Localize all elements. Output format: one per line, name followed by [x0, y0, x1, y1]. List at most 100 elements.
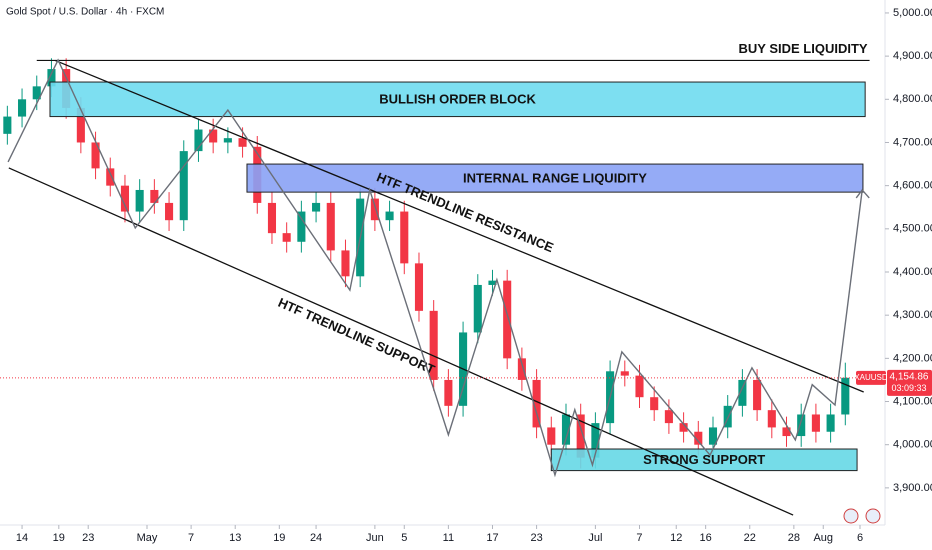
- x-tick-label: 7: [636, 532, 642, 544]
- zone-label: BULLISH ORDER BLOCK: [379, 92, 536, 107]
- y-tick-label: 4,000.00: [893, 439, 932, 451]
- candle-body: [679, 423, 688, 432]
- x-tick-label: 22: [744, 532, 756, 544]
- candle-body: [76, 107, 85, 143]
- candle-body: [517, 358, 526, 380]
- candle-body: [826, 414, 835, 432]
- x-tick-label: Jul: [588, 532, 602, 544]
- trendline: [54, 59, 864, 393]
- candle-body: [47, 69, 56, 87]
- candle-body: [18, 99, 27, 117]
- price-label: 4,154.86: [890, 371, 929, 382]
- chart-title: Gold Spot / U.S. Dollar · 4h · FXCM: [6, 7, 164, 18]
- candle-body: [738, 379, 747, 406]
- candle-body: [370, 198, 379, 221]
- candle-body: [576, 414, 585, 458]
- y-tick-label: 4,600.00: [893, 180, 932, 192]
- x-tick-label: 7: [188, 532, 194, 544]
- candle-body: [91, 142, 100, 169]
- x-tick-label: 5: [401, 532, 407, 544]
- x-tick-label: 19: [273, 532, 285, 544]
- x-tick-label: May: [137, 532, 158, 544]
- candle-body: [385, 211, 394, 221]
- candle-body: [767, 410, 776, 428]
- candle-body: [561, 414, 571, 445]
- candle-body: [165, 202, 174, 221]
- y-tick-label: 4,800.00: [893, 93, 932, 105]
- zigzag-path: [7, 58, 863, 478]
- candle-body: [297, 211, 306, 242]
- flag-icons: [843, 508, 881, 524]
- price-tag: [887, 369, 932, 396]
- x-tick-label: Aug: [813, 532, 833, 544]
- y-tick-label: 3,900.00: [893, 482, 932, 494]
- candle-body: [444, 379, 453, 406]
- candle-body: [429, 310, 438, 380]
- y-tick-label: 4,300.00: [893, 309, 932, 321]
- x-tick-label: 16: [700, 532, 712, 544]
- x-tick-label: 11: [443, 532, 454, 544]
- candle-body: [223, 138, 232, 143]
- x-tick-label: 23: [82, 532, 94, 544]
- zone-label: INTERNAL RANGE LIQUIDITY: [463, 171, 647, 186]
- x-tick-label: Jun: [366, 532, 384, 544]
- level-label: BUY SIDE LIQUIDITY: [739, 41, 868, 56]
- zone: [246, 163, 864, 193]
- y-tick-label: 4,200.00: [893, 352, 932, 364]
- flag-icon: [843, 508, 859, 524]
- candle-body: [267, 202, 277, 234]
- candle-body: [32, 86, 41, 100]
- zone-label: STRONG SUPPORT: [643, 452, 765, 467]
- y-tick-label: 4,900.00: [893, 50, 932, 62]
- x-tick-label: 23: [530, 532, 542, 544]
- x-tick-label: 28: [788, 532, 800, 544]
- x-tick-label: 17: [486, 532, 498, 544]
- candle-body: [547, 427, 556, 445]
- candle-body: [150, 189, 159, 203]
- candle-body: [797, 414, 806, 437]
- y-tick-label: 4,700.00: [893, 136, 932, 148]
- zone: [49, 81, 866, 118]
- flag-icon: [865, 508, 881, 524]
- candle-body: [282, 233, 291, 242]
- x-tick-label: 13: [229, 532, 241, 544]
- candle-body: [120, 185, 130, 212]
- candle-body: [723, 405, 732, 428]
- candle-body: [811, 414, 820, 432]
- countdown-label: 03:09:33: [891, 383, 926, 393]
- candle-body: [708, 427, 718, 445]
- y-tick-label: 4,500.00: [893, 223, 932, 235]
- candle-body: [194, 129, 203, 152]
- candle-body: [620, 371, 629, 376]
- symbol-label: XAUUSD: [854, 373, 888, 382]
- x-tick-label: 6: [857, 532, 863, 544]
- candle-body: [488, 280, 497, 285]
- candle-body: [106, 168, 115, 186]
- candle-body: [135, 189, 144, 212]
- y-tick-label: 4,100.00: [893, 395, 932, 407]
- candle-body: [694, 431, 703, 445]
- x-tick-label: 12: [670, 532, 682, 544]
- y-tick-label: 5,000.00: [893, 7, 932, 19]
- candle-body: [414, 263, 424, 311]
- candle-body: [753, 379, 762, 411]
- arrow-head: [855, 188, 870, 199]
- candle-body: [650, 397, 659, 411]
- y-tick-label: 4,400.00: [893, 266, 932, 278]
- candle-body: [341, 250, 350, 277]
- x-tick-label: 24: [310, 532, 322, 544]
- candle-body: [503, 280, 512, 359]
- candle-body: [473, 284, 482, 333]
- x-tick-label: 19: [53, 532, 65, 544]
- candle-body: [400, 211, 409, 264]
- candle-body: [782, 427, 791, 437]
- candle-body: [326, 202, 335, 251]
- candle-body: [179, 151, 188, 221]
- candle-body: [312, 202, 321, 212]
- candle-body: [238, 138, 247, 147]
- candle-body: [3, 116, 12, 134]
- candle-body: [635, 375, 644, 398]
- trendline: [8, 167, 794, 516]
- candle-body: [841, 377, 850, 415]
